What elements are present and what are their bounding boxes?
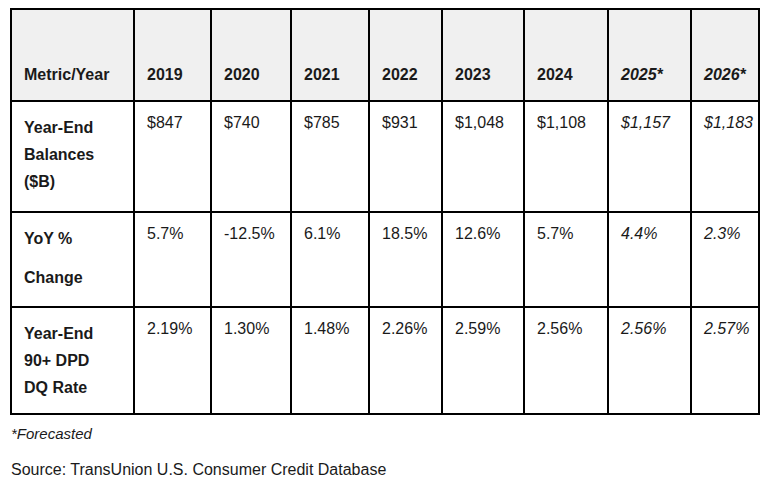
column-header-2019: 2019: [134, 9, 211, 101]
cell-yoy-2020: -12.5%: [211, 212, 291, 307]
table-row-yoy-change: YoY % Change 5.7% -12.5% 6.1% 18.5% 12.6…: [11, 212, 759, 307]
cell-balances-2026-forecast: $1,183: [691, 101, 759, 212]
row-label-dq-rate: Year-End 90+ DPD DQ Rate: [11, 307, 134, 414]
table-header-row: Metric/Year 2019 2020 2021 2022 2023 202…: [11, 9, 759, 101]
cell-yoy-2022: 18.5%: [369, 212, 442, 307]
cell-balances-2025-forecast: $1,157: [608, 101, 691, 212]
cell-dq-2021: 1.48%: [291, 307, 369, 414]
cell-yoy-2019: 5.7%: [134, 212, 211, 307]
cell-balances-2023: $1,048: [442, 101, 524, 212]
column-header-metric-year: Metric/Year: [11, 9, 134, 101]
column-header-2021: 2021: [291, 9, 369, 101]
cell-dq-2020: 1.30%: [211, 307, 291, 414]
credit-metrics-table: Metric/Year 2019 2020 2021 2022 2023 202…: [10, 8, 760, 415]
column-header-2026-forecast: 2026*: [691, 9, 759, 101]
cell-dq-2019: 2.19%: [134, 307, 211, 414]
cell-balances-2024: $1,108: [524, 101, 608, 212]
source-attribution: Source: TransUnion U.S. Consumer Credit …: [11, 461, 758, 479]
cell-balances-2019: $847: [134, 101, 211, 212]
column-header-2022: 2022: [369, 9, 442, 101]
column-header-2020: 2020: [211, 9, 291, 101]
cell-yoy-2026-forecast: 2.3%: [691, 212, 759, 307]
cell-balances-2022: $931: [369, 101, 442, 212]
cell-dq-2026-forecast: 2.57%: [691, 307, 759, 414]
cell-dq-2023: 2.59%: [442, 307, 524, 414]
cell-dq-2022: 2.26%: [369, 307, 442, 414]
cell-yoy-2024: 5.7%: [524, 212, 608, 307]
column-header-2024: 2024: [524, 9, 608, 101]
cell-yoy-2021: 6.1%: [291, 212, 369, 307]
table-row-year-end-balances: Year-End Balances ($B) $847 $740 $785 $9…: [11, 101, 759, 212]
row-label-yoy-change: YoY % Change: [11, 212, 134, 307]
forecast-footnote: *Forecasted: [11, 425, 758, 442]
cell-yoy-2023: 12.6%: [442, 212, 524, 307]
cell-dq-2024: 2.56%: [524, 307, 608, 414]
column-header-2025-forecast: 2025*: [608, 9, 691, 101]
page: Metric/Year 2019 2020 2021 2022 2023 202…: [0, 0, 768, 483]
cell-yoy-2025-forecast: 4.4%: [608, 212, 691, 307]
column-header-2023: 2023: [442, 9, 524, 101]
row-label-year-end-balances: Year-End Balances ($B): [11, 101, 134, 212]
cell-balances-2021: $785: [291, 101, 369, 212]
cell-dq-2025-forecast: 2.56%: [608, 307, 691, 414]
table-row-dq-rate: Year-End 90+ DPD DQ Rate 2.19% 1.30% 1.4…: [11, 307, 759, 414]
cell-balances-2020: $740: [211, 101, 291, 212]
